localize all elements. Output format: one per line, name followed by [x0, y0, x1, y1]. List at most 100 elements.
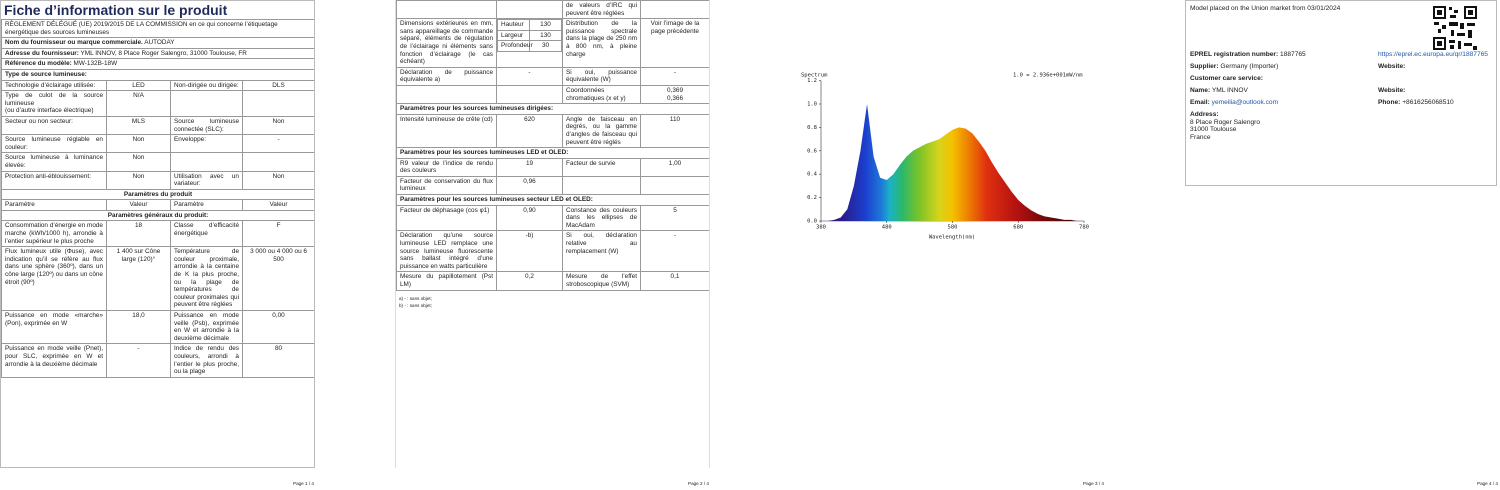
table-row: Secteur ou non secteur: MLS Source lumineu… [1, 115, 314, 136]
y-tick-label: 0.0 [807, 219, 817, 225]
table-cell: - [241, 134, 314, 154]
table-cell: Non [106, 170, 171, 190]
y-tick-label: 0.6 [807, 148, 817, 154]
email-link[interactable]: yemeilia@outlook.com [1211, 99, 1279, 106]
table-row: RÈGLEMENT DÉLÉGUÉ (UE) 2019/2015 DE LA C… [1, 18, 314, 39]
label: Website: [1378, 87, 1406, 94]
table-cell: Mesure de l’effet stroboscopique (SVM) [562, 271, 641, 291]
table-cell: -b) [496, 230, 563, 273]
label: EPREL registration number: [1190, 51, 1279, 58]
table-cell: - [106, 343, 171, 378]
nested-cell: Largeur [497, 29, 530, 42]
table-cell: Température de couleur proximale, arrond… [170, 246, 243, 311]
section-heading: Paramètres pour les sources lumineuses L… [396, 147, 709, 159]
table-row: Nom du fournisseur ou marque commerciale… [1, 37, 314, 49]
eprel: EPREL registration number: 1887765 [1190, 51, 1378, 59]
table-cell: R9 valeur de l’indice de rendu des coule… [396, 157, 497, 177]
table-row: Paramètres pour les sources lumineuses d… [396, 103, 709, 115]
table-cell [396, 0, 497, 20]
page-number: Page 1 / 4 [293, 481, 314, 486]
value: 1887765 [1280, 51, 1306, 58]
x-tick-label: 780 [1079, 225, 1089, 231]
table-cell: Indice de rendu des couleurs, arrondi à … [170, 343, 243, 378]
label: Customer care service: [1190, 75, 1263, 82]
nested-row: Largeur 130 [497, 29, 562, 42]
table-row: Coordonnées chromatiques (x et y) 0,369 0… [396, 84, 709, 105]
table-cell: Dimensions extérieures en mm, sans appar… [396, 18, 497, 68]
label: Email: [1190, 99, 1210, 106]
nested-row: Profondeur 30 [497, 40, 562, 52]
table-row: Source lumineuse à luminance élevée: Non [1, 152, 314, 172]
table-row: Source lumineuse réglable en couleur: Non… [1, 134, 314, 154]
table-cell [396, 84, 497, 105]
address-line: France [1190, 133, 1211, 141]
table-cell: 620 [496, 113, 563, 149]
table-cell: LED [106, 79, 171, 92]
page-title: Fiche d’information sur le produit [4, 2, 228, 18]
eprel-link[interactable]: https://eprel.ec.europa.eu/qr/1887765 [1378, 51, 1488, 58]
table-row: Puissance en mode veille (Pnet), pour SL… [1, 343, 314, 378]
info-label: Référence du modèle: [5, 60, 72, 68]
qr-code [1432, 5, 1478, 51]
data-table: de valeurs d’IRC qui peuvent être réglée… [396, 0, 709, 291]
table-cell: Mesure du papillotement (Pst LM) [396, 271, 497, 291]
page-number: Page 2 / 4 [688, 481, 709, 486]
table-heading: Paramètres généraux du produit: [1, 209, 314, 222]
page-number: Page 4 / 4 [1477, 481, 1498, 486]
table-cell: Flux lumineux utile (Φuse), avec indicat… [1, 246, 107, 311]
table-cell: 19 [496, 157, 563, 177]
section-heading: Paramètres pour les sources lumineuses d… [396, 103, 709, 115]
table-heading: Paramètres du produit [1, 188, 314, 201]
info-grid: EPREL registration number: 1887765 https… [1190, 51, 1492, 141]
info-cell: Nom du fournisseur ou marque commerciale… [1, 37, 314, 49]
table-cell [496, 84, 563, 105]
footnote: b) - : sans objet; [399, 302, 432, 308]
label: Name: [1190, 87, 1211, 94]
info-value: YML INNOV, 8 Place Roger Salengro, 31000… [80, 49, 247, 57]
info-cell: Référence du modèle: MW-132B-18W [1, 58, 314, 70]
info-value: MW-132B-18W [73, 60, 118, 68]
table-row: Flux lumineux utile (Φuse), avec indicat… [1, 246, 314, 311]
x-tick-label: 480 [882, 225, 892, 231]
table-cell: Valeur [241, 199, 314, 211]
table-cell [562, 175, 641, 196]
table-row: Adresse du fournisseur: YML INNOV, 8 Pla… [1, 47, 314, 60]
value: Germany (Importer) [1220, 63, 1279, 70]
table-cell: Paramètre [1, 199, 107, 211]
table-cell: - [640, 230, 709, 273]
page-4: Model placed on the Union market from 03… [1185, 0, 1497, 186]
nested-cell: 30 [529, 40, 562, 52]
table-cell: - [640, 66, 709, 86]
table-cell: 18,0 [106, 309, 171, 345]
table-cell: Non [241, 170, 314, 190]
table-cell: 3 000 ou 4 000 ou 6 500 [241, 246, 314, 311]
table-cell: Non [241, 115, 314, 136]
nested-row: Hauteur 130 [497, 19, 562, 31]
table-cell: Consommation d’énergie en mode marche (k… [1, 220, 107, 248]
address-line: 8 Place Roger Salengro [1190, 118, 1261, 126]
table-cell: Non [106, 134, 171, 154]
table-cell: 1 400 sur Cône large (120)° [106, 246, 171, 311]
table-cell: Source lumineuse à luminance élevée: [1, 152, 107, 172]
table-row: Déclaration de puissance équivalente a) -… [396, 66, 709, 86]
table-cell: 1,00 [640, 157, 709, 177]
label: Phone: [1378, 99, 1401, 106]
spectrum-chart: Spectrum 1.0 = 2.936e+001mW/nm Wavelengt… [801, 73, 1089, 241]
table-cell: Si oui, déclaration relative au remplace… [562, 230, 641, 273]
table-cell: Constance des couleurs dans les ellipses… [562, 204, 641, 232]
label: Supplier: [1190, 63, 1219, 70]
address-line: 31000 Toulouse [1190, 126, 1237, 134]
table-row: R9 valeur de l’indice de rendu des coule… [396, 157, 709, 177]
table-cell: - [496, 66, 563, 86]
x-axis-label: Wavelength(nm) [929, 235, 975, 241]
table-cell: Enveloppe: [170, 134, 243, 154]
table-cell: 0,00 [241, 309, 314, 345]
table-row: Paramètres du produit [1, 188, 314, 201]
value: YML INNOV [1211, 87, 1248, 94]
text-cell: RÈGLEMENT DÉLÉGUÉ (UE) 2019/2015 DE LA C… [1, 18, 314, 39]
table-cell: Distribution de la puissance spectrale d… [562, 18, 641, 68]
nested-cell: 130 [529, 19, 562, 31]
table-row: Consommation d’énergie en mode marche (k… [1, 220, 314, 248]
table-row: Intensité lumineuse de crête (cd) 620 Angl… [396, 113, 709, 149]
